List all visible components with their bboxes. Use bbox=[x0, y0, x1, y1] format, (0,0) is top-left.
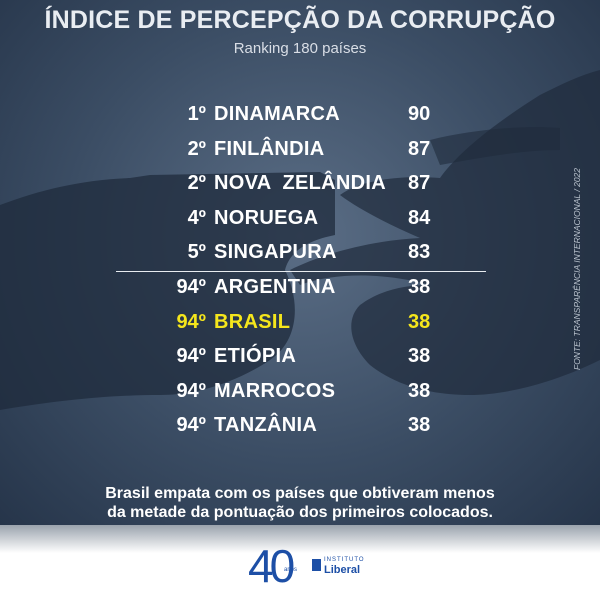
ranking-score: 38 bbox=[408, 276, 431, 298]
logo-institute: INSTITUTO bbox=[324, 557, 365, 563]
ranking-country: FINLÂNDIA bbox=[214, 137, 325, 160]
logo-number: 40 bbox=[248, 540, 295, 592]
ranking-score: 38 bbox=[408, 414, 431, 436]
ranking-country: NOVA ZELÂNDIA bbox=[214, 172, 386, 194]
ranking-row: 4º NORUEGA 84 bbox=[0, 207, 600, 237]
ranking-position: 94º bbox=[176, 310, 206, 333]
footnote-line-1: Brasil empata com os países que obtivera… bbox=[105, 485, 495, 502]
ranking-country: DINAMARCA bbox=[214, 103, 341, 125]
ranking-country: ETIÓPIA bbox=[214, 345, 297, 367]
ranking-score: 38 bbox=[408, 345, 431, 367]
logo-square-icon bbox=[312, 559, 321, 571]
infographic-panel: ÍNDICE DE PERCEPÇÃO DA CORRUPÇÃO Ranking… bbox=[0, 0, 600, 525]
logo-name: Liberal bbox=[324, 564, 361, 576]
ranking-country: TANZÂNIA bbox=[214, 414, 318, 436]
ranking-position: 94º bbox=[176, 345, 206, 367]
ranking-country: SINGAPURA bbox=[214, 241, 337, 263]
page-subtitle: Ranking 180 países bbox=[233, 40, 367, 57]
fingers-silhouette bbox=[430, 127, 560, 165]
instituto-liberal-logo: 40 anos INSTITUTO Liberal bbox=[248, 540, 368, 595]
ranking-country: MARROCOS bbox=[214, 379, 336, 402]
ranking-position: 94º bbox=[176, 414, 206, 436]
ranking-row: 94º ARGENTINA 38 bbox=[0, 276, 600, 306]
ranking-position: 2º bbox=[187, 137, 206, 160]
left-hand-silhouette bbox=[0, 172, 335, 410]
ranking-row: 94º BRASIL 38 bbox=[0, 311, 600, 341]
ranking-country: NORUEGA bbox=[214, 206, 319, 229]
ranking-score: 90 bbox=[408, 103, 431, 125]
ranking-position: 94º bbox=[176, 379, 206, 402]
ranking-row: 94º MARROCOS 38 bbox=[0, 380, 600, 410]
ranking-row: 94º ETIÓPIA 38 bbox=[0, 345, 600, 375]
ranking-score: 83 bbox=[408, 241, 431, 263]
ranking-row: 1º DINAMARCA 90 bbox=[0, 103, 600, 133]
ranking-score: 38 bbox=[408, 379, 431, 402]
ranking-row: 94º TANZÂNIA 38 bbox=[0, 414, 600, 444]
hands-silhouette-image bbox=[0, 70, 600, 410]
ranking-score: 87 bbox=[408, 172, 431, 194]
ranking-score: 84 bbox=[408, 206, 431, 229]
shadow-band bbox=[0, 525, 600, 553]
ranking-position: 94º bbox=[176, 276, 206, 298]
source-credit: FONTE: TRANSPARÊNCIA INTERNACIONAL / 202… bbox=[572, 168, 582, 370]
ranking-position: 5º bbox=[187, 241, 206, 263]
footnote-line-2: da metade da pontuação dos primeiros col… bbox=[107, 504, 493, 521]
ranking-score: 38 bbox=[408, 310, 431, 333]
logo-anos: anos bbox=[284, 567, 298, 573]
footnote: Brasil empata com os países que obtivera… bbox=[0, 484, 600, 522]
ranking-position: 2º bbox=[187, 172, 206, 194]
ranking-position: 1º bbox=[187, 103, 206, 125]
ranking-position: 4º bbox=[187, 206, 206, 229]
ranking-row: 2º FINLÂNDIA 87 bbox=[0, 138, 600, 168]
ranking-row: 5º SINGAPURA 83 bbox=[0, 241, 600, 271]
ranking-country: ARGENTINA bbox=[214, 276, 336, 298]
ranking-divider bbox=[116, 271, 486, 272]
ranking-score: 87 bbox=[408, 137, 431, 160]
ranking-country: BRASIL bbox=[214, 310, 291, 333]
page-title: ÍNDICE DE PERCEPÇÃO DA CORRUPÇÃO bbox=[44, 6, 556, 34]
ranking-row: 2º NOVA ZELÂNDIA 87 bbox=[0, 172, 600, 202]
